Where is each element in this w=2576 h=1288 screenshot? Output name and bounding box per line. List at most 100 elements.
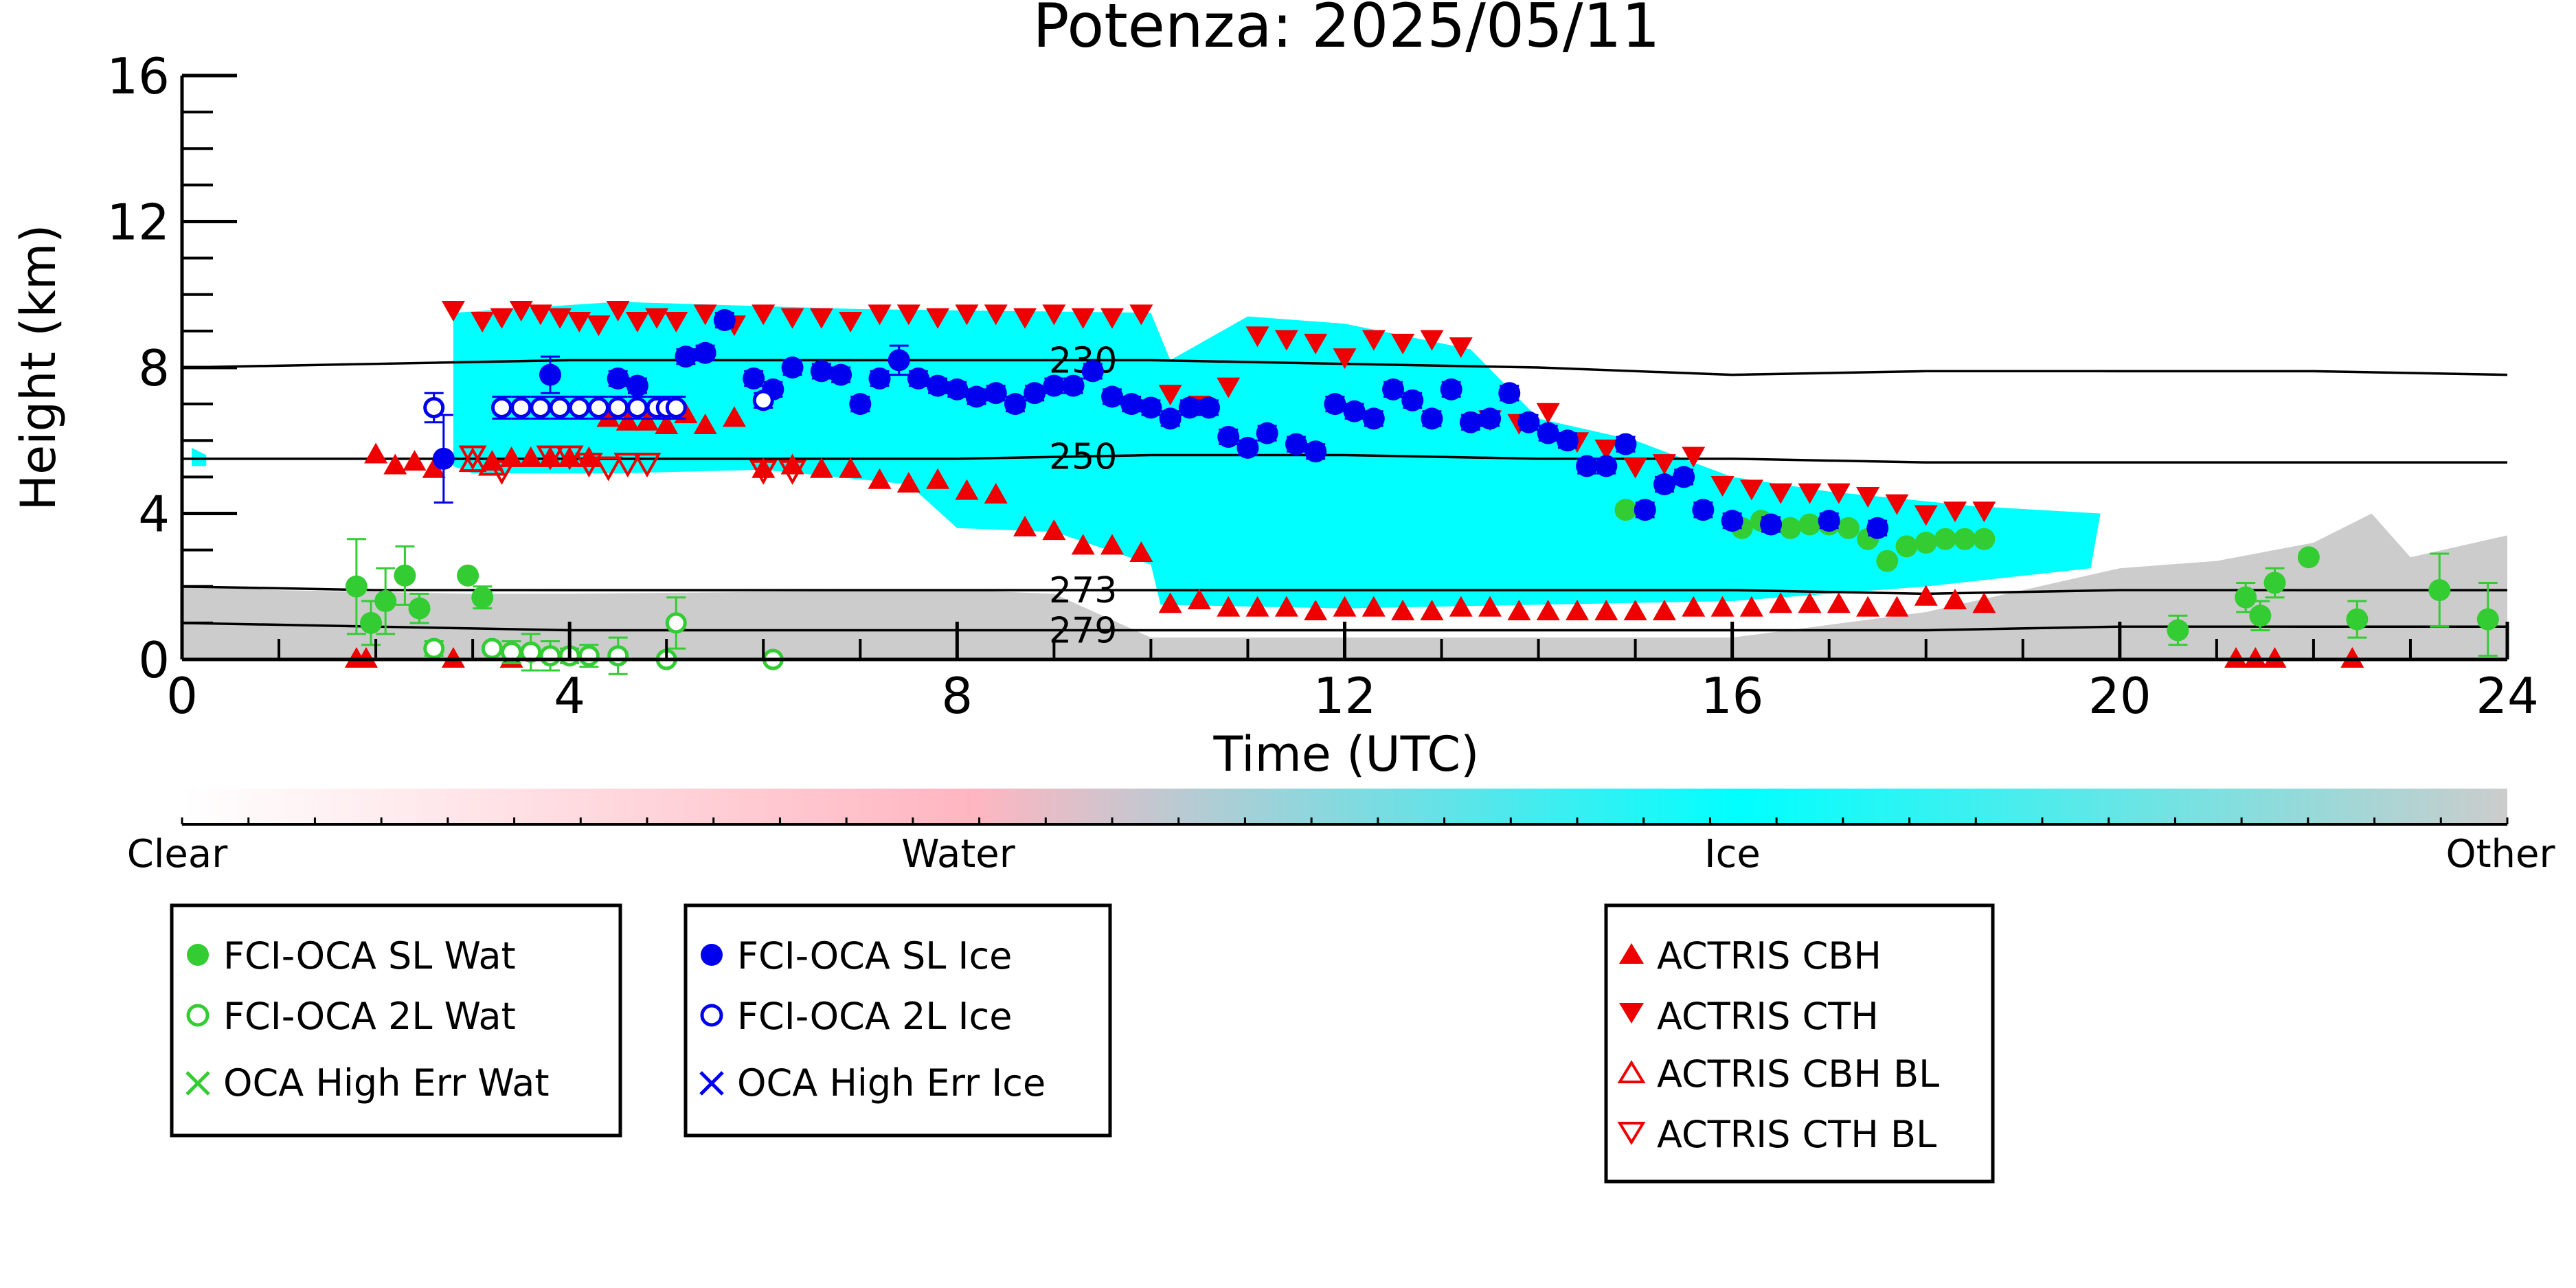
x-tick-label: 12 [1313,667,1377,725]
actris-cth-point [645,308,669,329]
fci-oca-2l-ice-point [490,396,512,418]
actris-cth-point [490,308,514,329]
ice-region-small [192,447,207,466]
other-region [182,513,2507,659]
actris-cbh-point [519,446,543,467]
actris-cth-point [984,304,1008,326]
fci-oca-sl-ice-point [1101,385,1123,408]
x-axis-label: Time (UTC) [1213,726,1480,782]
actris-cth-bl-point [778,460,806,485]
fci-oca-sl-ice-point [1421,407,1443,430]
actris-cth-point [1798,483,1822,504]
x-tick-label: 16 [1701,667,1764,725]
fci-oca-sl-wat-point [2263,572,2286,594]
fci-oca-sl-ice-point [1673,466,1695,488]
actris-cth-point [1449,337,1473,359]
actris-cth-bl-point [749,460,778,485]
actris-cth-point [752,304,776,326]
fci-oca-sl-ice-point [830,363,852,386]
data-marks [344,301,2499,675]
actris-cbh-point [839,457,863,478]
fci-oca-sl-wat-point [1614,499,1637,521]
actris-cth-point [1129,304,1153,326]
fci-oca-sl-ice-point [1362,407,1385,430]
contour-line-230 [181,359,2508,376]
actris-cth-point [1420,330,1444,351]
legend-water-box [170,903,622,1138]
fci-oca-sl-wat-point [1876,550,1899,572]
actris-cbh-point [1245,596,1269,617]
fci-oca-sl-ice-point [675,346,697,368]
actris-cbh-bl-point [458,447,487,473]
fci-oca-sl-wat-point [394,564,416,587]
fci-oca-sl-ice-point [1760,513,1783,536]
legend-ice-box [683,903,1112,1138]
actris-cth-point [567,311,591,332]
fci-oca-sl-wat-point [1934,528,1956,550]
actris-cth-point [1013,308,1037,329]
fci-oca-sl-ice-point [1236,436,1259,459]
y-tick-label: 16 [106,47,170,105]
fci-oca-sl-wat-point [2428,579,2451,602]
fci-oca-sl-wat-point [471,586,494,609]
colorbar-label-ice: Ice [1704,832,1761,877]
actris-cbh-point [1478,596,1502,617]
fci-oca-sl-ice-point [1159,407,1182,430]
actris-cth-bl-point [536,445,565,471]
fci-oca-sl-ice-point [1343,400,1366,422]
fci-oca-sl-ice-point [1120,393,1143,416]
fci-oca-sl-wat-point [374,590,397,612]
actris-cth-bl-point [574,453,603,478]
actris-cbh-point [955,479,979,500]
contour-label: 250 [1049,436,1117,477]
actris-cth-bl-point [488,460,516,485]
x-tick-label: 24 [2476,667,2539,725]
actris-cth-point [1333,348,1357,370]
legend-marker-cbh [1619,943,1644,964]
fci-oca-sl-ice-point [1459,411,1482,433]
fci-oca-2l-ice-point [549,396,571,418]
fci-oca-sl-ice-point [868,367,891,389]
fci-oca-2l-ice-point [568,396,590,418]
fci-oca-sl-ice-point [1692,499,1715,521]
actris-cth-point [809,308,833,329]
colorbar-label-water: Water [901,832,1016,877]
actris-cbh-point [1623,599,1647,620]
y-tick-label: 4 [138,486,170,543]
fci-oca-sl-wat-point [1914,532,1937,554]
fci-oca-sl-ice-point [1324,393,1346,416]
fci-oca-sl-ice-point [1304,440,1327,463]
fci-oca-sl-wat-point [2167,619,2189,642]
axes: 0 4 8 12 16 0 4 8 12 16 20 24 [106,47,2538,725]
actris-cbh-point [1042,519,1066,541]
actris-cth-point [1158,385,1182,406]
actris-cbh-bl-point [477,451,506,476]
legend-label-sl-wat: FCI-OCA SL Wat [223,934,516,978]
fci-oca-2l-ice-point [510,396,532,418]
fci-oca-2l-ice-point [587,396,609,418]
actris-cbh-point [1682,596,1706,617]
actris-cbh-point [1798,592,1822,613]
actris-cbh-point [1420,599,1444,620]
actris-cth-point [1652,454,1676,475]
legend-marker-higherr-wat [185,1071,210,1096]
actris-cbh-point [1972,592,1996,613]
fci-oca-sl-wat-point [2235,586,2257,609]
actris-cbh-point [1914,585,1938,606]
fci-oca-2l-ice-point [530,396,552,418]
actris-cbh-point [1827,592,1851,613]
actris-cth-bl-point [555,445,584,471]
legend-label-cth: ACTRIS CTH [1657,995,1879,1038]
actris-cbh-point [1507,599,1531,620]
actris-cth-point [509,301,533,321]
actris-cbh-point [2263,647,2287,668]
legend-actris: ACTRIS CBH ACTRIS CTH ACTRIS CBH BL ACTR… [1604,903,1995,1184]
fci-oca-sl-ice-point [713,308,736,331]
actris-cbh-point [1566,599,1589,620]
actris-cbh-point [1594,599,1618,620]
fci-oca-sl-ice-point [927,374,949,397]
legend-marker-sl-ice [701,944,723,966]
actris-cbh-point [1333,596,1357,617]
colorbar-label-clear: Clear [127,832,228,877]
actris-cth-point [955,304,979,326]
